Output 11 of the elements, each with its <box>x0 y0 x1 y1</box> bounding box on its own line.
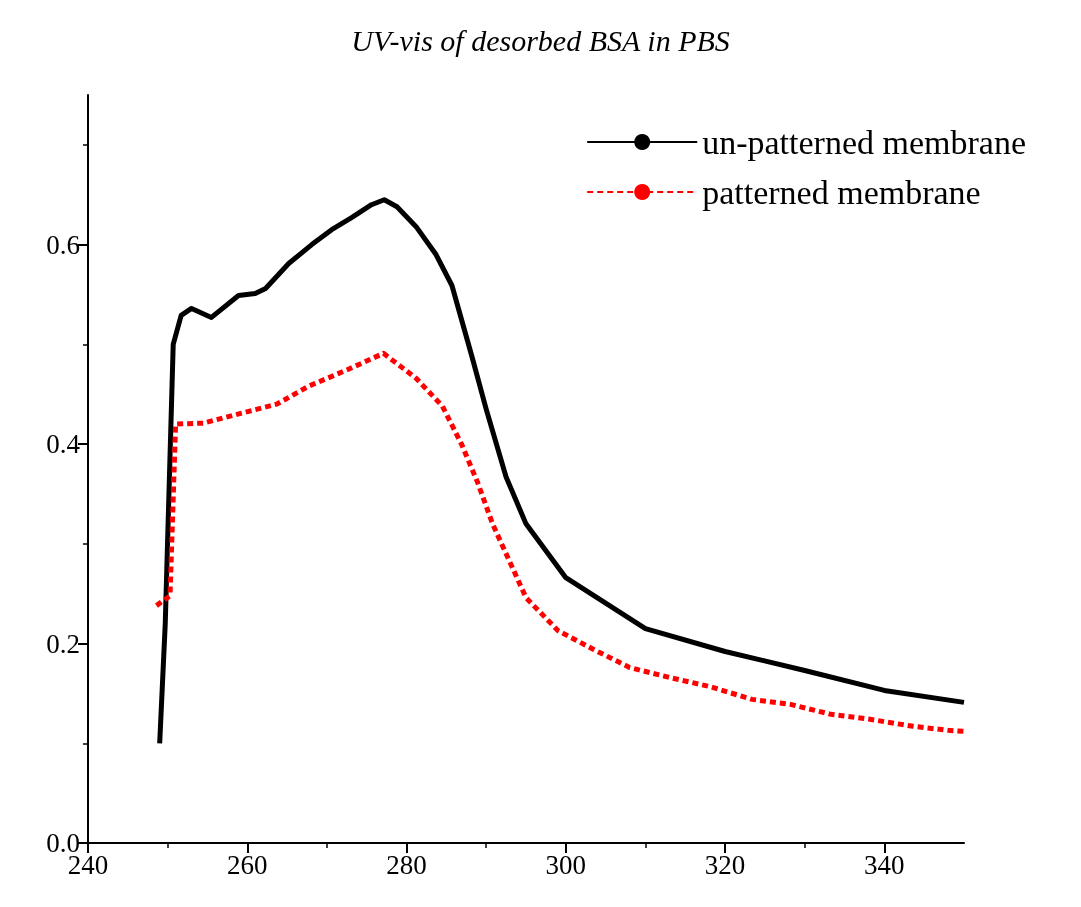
x-tick-label: 260 <box>227 849 268 880</box>
legend-label: un-patterned membrane <box>702 123 1026 161</box>
x-tick-label: 300 <box>545 849 587 880</box>
x-tick-label: 320 <box>704 849 746 880</box>
y-tick-label: 0.2 <box>46 628 80 659</box>
legend-label: patterned membrane <box>702 173 981 211</box>
chart-title: UV-vis of desorbed BSA in PBS <box>351 23 730 57</box>
y-tick-label: 0.6 <box>46 229 80 260</box>
x-tick-label: 280 <box>386 849 427 880</box>
y-tick-label: 0.4 <box>46 429 81 460</box>
x-tick-label: 340 <box>864 849 905 880</box>
